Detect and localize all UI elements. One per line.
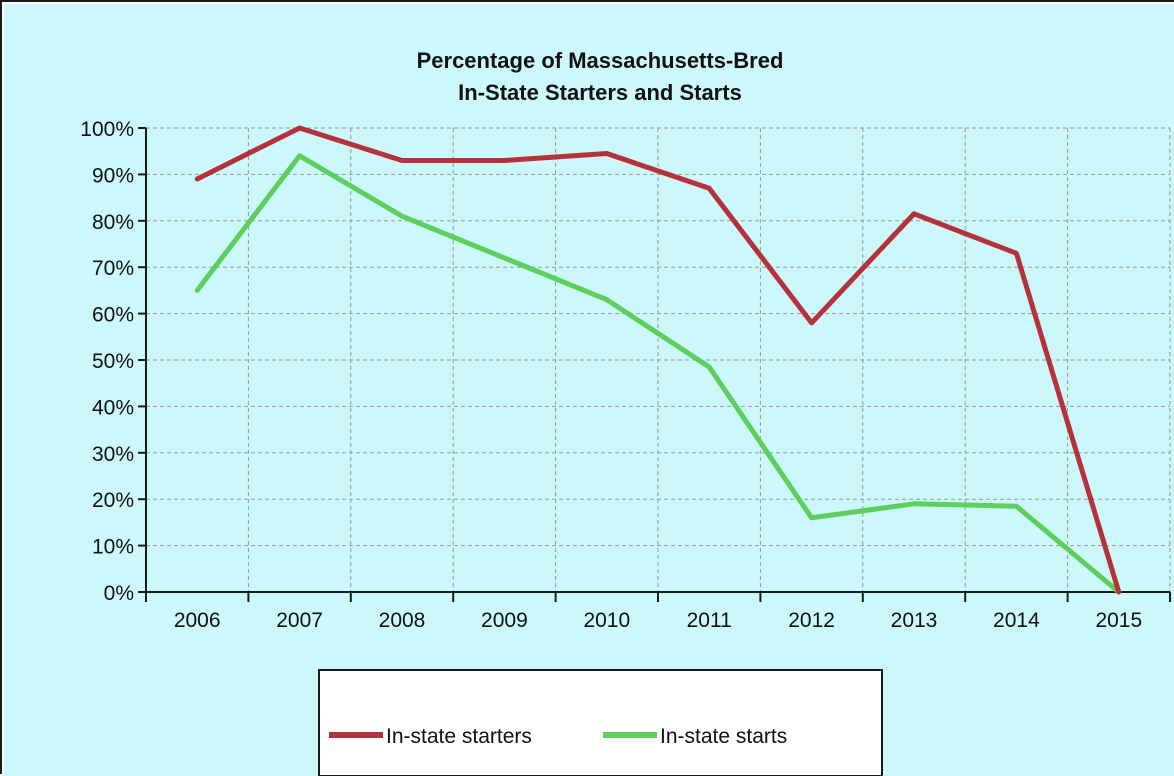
x-tick-label: 2010 bbox=[583, 609, 630, 632]
chart-background bbox=[4, 4, 1174, 776]
x-tick-label: 2008 bbox=[379, 609, 426, 632]
series-line-in-state-starts bbox=[194, 153, 1122, 595]
x-tick-label: 2013 bbox=[891, 609, 938, 632]
series-lines bbox=[194, 125, 1122, 595]
x-tick-label: 2011 bbox=[687, 609, 732, 632]
legend-label-in-state-starters: In-state starters bbox=[386, 725, 532, 748]
x-tick-label: 2015 bbox=[1095, 609, 1142, 632]
x-tick-label: 2006 bbox=[174, 609, 221, 632]
y-tick-label: 10% bbox=[92, 536, 134, 559]
legend-label-in-state-starts: In-state starts bbox=[660, 725, 787, 748]
y-tick-label: 20% bbox=[92, 489, 134, 512]
y-tick-label: 90% bbox=[92, 164, 134, 187]
gridlines bbox=[146, 127, 1171, 592]
chart-title: Percentage of Massachusetts-Bred bbox=[417, 48, 784, 73]
x-tick-label: 2012 bbox=[788, 609, 835, 632]
y-tick-label: 0% bbox=[104, 582, 134, 605]
legend: In-state starters In-state starts bbox=[318, 669, 883, 776]
x-tick-label: 2007 bbox=[276, 609, 323, 632]
legend-box bbox=[318, 669, 883, 776]
axes: 0% 10% 20% 30% 40% 50% 60% 70% 80% 90% 100% 2006 200… bbox=[80, 118, 1171, 632]
y-tick-label: 100% bbox=[80, 118, 134, 141]
x-tick-label: 2009 bbox=[481, 609, 528, 632]
series-line-in-state-starters bbox=[194, 125, 1122, 595]
y-tick-label: 50% bbox=[92, 350, 134, 373]
y-tick-label: 40% bbox=[92, 396, 134, 419]
x-tick-label: 2014 bbox=[993, 609, 1040, 632]
y-tick-label: 30% bbox=[92, 443, 134, 466]
y-tick-label: 80% bbox=[92, 211, 134, 234]
y-tick-label: 60% bbox=[92, 304, 134, 327]
y-tick-label: 70% bbox=[92, 257, 134, 280]
chart-subtitle: In-State Starters and Starts bbox=[458, 80, 742, 105]
